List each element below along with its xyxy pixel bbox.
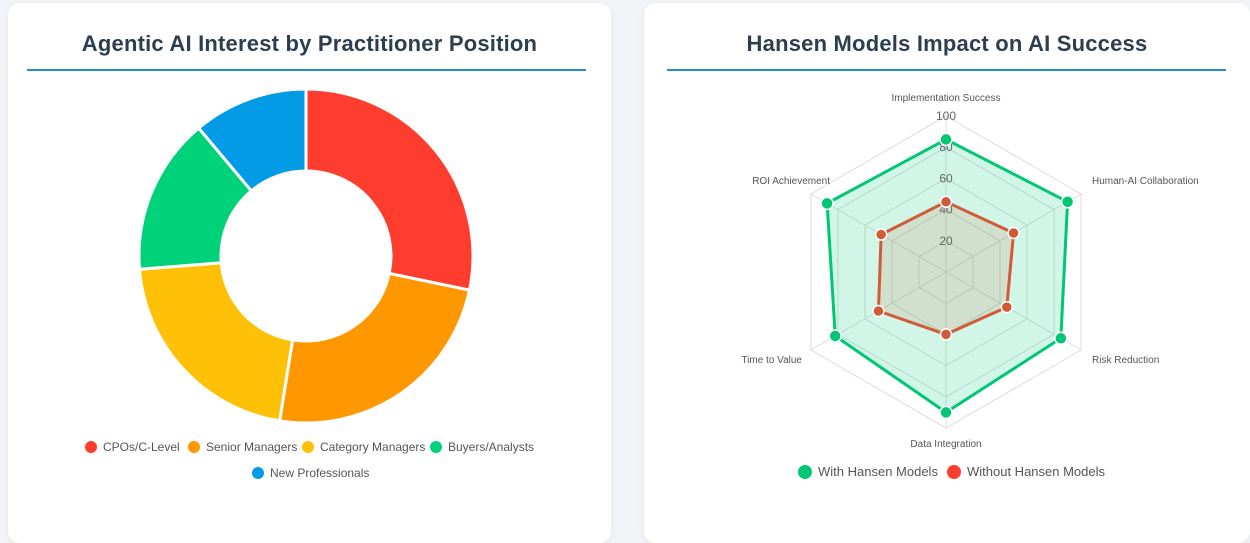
donut-chart-title: Agentic AI Interest by Practitioner Posi… bbox=[81, 31, 538, 56]
legend-label: Buyers/Analysts bbox=[448, 440, 535, 454]
legend-label: Senior Managers bbox=[206, 440, 298, 454]
radar-point-with-hansen-models-roi-achievement[interactable] bbox=[820, 196, 834, 211]
legend-item-senior-managers[interactable]: Senior Managers bbox=[188, 440, 297, 454]
legend-swatch bbox=[85, 441, 97, 453]
radar-axis-label-human-ai-collaboration: Human-AI Collaboration bbox=[1092, 176, 1199, 187]
donut-chart-card: Agentic AI Interest by Practitioner Posi… bbox=[8, 3, 611, 543]
radar-point-without-hansen-models-implementation-success[interactable] bbox=[939, 195, 953, 209]
radar-tick-label: 20 bbox=[939, 234, 953, 248]
legend-label: With Hansen Models bbox=[818, 464, 938, 479]
radar-point-with-hansen-models-implementation-success[interactable] bbox=[939, 132, 953, 147]
radar-point-with-hansen-models-human-ai-collaboration[interactable] bbox=[1060, 195, 1075, 209]
legend-item-with-hansen-models[interactable]: With Hansen Models bbox=[798, 464, 938, 479]
radar-point-without-hansen-models-time-to-value[interactable] bbox=[872, 304, 885, 318]
legend-item-without-hansen-models[interactable]: Without Hansen Models bbox=[947, 464, 1105, 479]
legend-item-category-managers[interactable]: Category Managers bbox=[302, 440, 425, 454]
radar-tick-label: 60 bbox=[939, 171, 953, 185]
donut-slice-category-managers[interactable] bbox=[137, 261, 295, 423]
title-divider bbox=[27, 69, 586, 71]
donut-chart bbox=[137, 87, 475, 425]
legend-item-buyers-analysts[interactable]: Buyers/Analysts bbox=[430, 440, 534, 454]
radar-chart-title: Hansen Models Impact on AI Success bbox=[746, 31, 1148, 56]
donut-slice-new-professionals[interactable] bbox=[196, 87, 308, 193]
radar-point-with-hansen-models-time-to-value[interactable] bbox=[828, 329, 842, 343]
radar-point-without-hansen-models-roi-achievement[interactable] bbox=[874, 228, 888, 241]
radar-point-without-hansen-models-human-ai-collaboration[interactable] bbox=[1007, 226, 1020, 240]
radar-axis-label-risk-reduction: Risk Reduction bbox=[1092, 355, 1159, 366]
radar-point-with-hansen-models-risk-reduction[interactable] bbox=[1054, 331, 1068, 346]
legend-item-new-professionals[interactable]: New Professionals bbox=[252, 466, 369, 480]
radar-tick-label: 100 bbox=[936, 109, 956, 123]
legend-label: Without Hansen Models bbox=[967, 464, 1106, 479]
title-divider bbox=[667, 69, 1226, 71]
legend-swatch bbox=[430, 441, 442, 453]
legend-swatch bbox=[947, 464, 961, 479]
legend-swatch bbox=[252, 467, 264, 479]
radar-axis-label-implementation-success: Implementation Success bbox=[892, 93, 1001, 104]
radar-axis-label-roi-achievement: ROI Achievement bbox=[752, 176, 830, 187]
legend-swatch bbox=[798, 464, 812, 479]
legend-label: New Professionals bbox=[270, 466, 370, 480]
radar-point-without-hansen-models-risk-reduction[interactable] bbox=[1000, 300, 1014, 314]
legend-label: Category Managers bbox=[320, 440, 426, 454]
legend-swatch bbox=[302, 441, 314, 453]
legend-swatch bbox=[188, 441, 200, 453]
radar-point-without-hansen-models-data-integration[interactable] bbox=[939, 328, 953, 341]
legend-label: CPOs/C-Level bbox=[103, 440, 180, 454]
radar-chart-card: Hansen Models Impact on AI Success 20 40 6… bbox=[644, 3, 1250, 543]
legend-item-cpos-c-level[interactable]: CPOs/C-Level bbox=[85, 440, 180, 454]
radar-axis-label-time-to-value: Time to Value bbox=[741, 355, 802, 366]
radar-point-with-hansen-models-data-integration[interactable] bbox=[939, 405, 953, 420]
donut-slice-senior-managers[interactable] bbox=[277, 271, 472, 425]
donut-slice-cpos-c-level[interactable] bbox=[304, 87, 475, 292]
radar-axis-label-data-integration: Data Integration bbox=[910, 439, 981, 450]
